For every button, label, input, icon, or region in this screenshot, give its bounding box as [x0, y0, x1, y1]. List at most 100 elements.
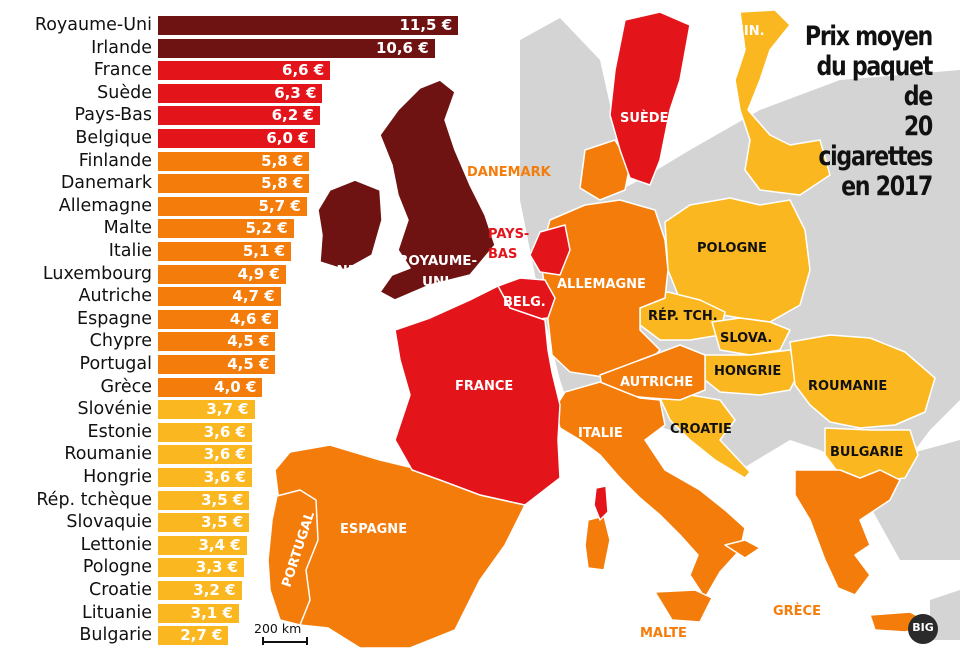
label-hongrie: HONGRIE — [714, 364, 781, 379]
label-suede: SUÈDE — [620, 110, 668, 126]
bar: 4,7 € — [158, 287, 281, 307]
bar-value-label: 4,0 € — [214, 377, 257, 396]
bar-label: Suède — [97, 82, 152, 103]
bar-label: Malte — [103, 218, 152, 239]
title-line-3: 20 cigarettes — [818, 111, 933, 172]
scale-label: 200 km — [254, 621, 302, 636]
bar-label: Espagne — [77, 308, 152, 329]
bar: 2,7 € — [158, 626, 229, 646]
bar: 5,8 € — [158, 151, 310, 171]
bar: 5,7 € — [158, 196, 307, 216]
title-line-1: Prix moyen — [804, 21, 933, 52]
bar-label: Grèce — [100, 376, 152, 397]
bar-value-label: 3,7 € — [206, 400, 249, 419]
bar: 3,1 € — [158, 603, 239, 623]
bar-value-label: 6,3 € — [274, 83, 317, 102]
bar-value-label: 5,7 € — [258, 196, 301, 215]
bar-label: Lettonie — [80, 534, 152, 555]
bar-value-label: 5,1 € — [242, 242, 286, 260]
bar-label: Royaume-Uni — [34, 15, 152, 35]
label-irlande: IRLANDE — [302, 263, 368, 279]
bar-label: France — [93, 60, 152, 81]
region-tier3 — [267, 139, 936, 649]
label-danemark: DANEMARK — [467, 165, 552, 180]
label-finlande: FIN. — [735, 24, 765, 39]
bar-label: Belgique — [75, 128, 152, 148]
bar: 4,5 € — [158, 332, 276, 352]
bar: 3,3 € — [158, 558, 245, 578]
region-sicile — [654, 589, 713, 623]
title-line-4: en 2017 — [841, 171, 933, 202]
bar-value-label: 3,6 € — [203, 468, 246, 486]
bar-value-label: 10,6 € — [375, 38, 429, 57]
bar-value-label: 3,1 € — [190, 603, 233, 622]
bar: 4,0 € — [158, 377, 263, 397]
bar-label: Slovaquie — [66, 512, 152, 533]
bar-value-label: 5,2 € — [245, 219, 288, 238]
bar: 6,0 € — [158, 129, 315, 148]
region-hongrie — [704, 349, 801, 396]
bar-value-label: 3,3 € — [195, 558, 239, 577]
region-royaume-uni — [379, 79, 496, 301]
label-royaume-uni-1: ROYAUME- — [398, 253, 477, 269]
bar-value-label: 3,5 € — [201, 513, 244, 532]
title-line-2: du paquet de — [816, 51, 933, 112]
price-bar-chart: Royaume-Uni 11,5 € Irlande 10,6 € France 6,6 … — [0, 0, 470, 665]
bar-label: Luxembourg — [42, 263, 152, 284]
bar: 3,6 € — [158, 445, 252, 465]
bar: 10,6 € — [158, 38, 435, 58]
bar-label: Bulgarie — [79, 625, 152, 646]
bar-value-label: 5,8 € — [261, 151, 304, 170]
region-sardaigne — [584, 515, 611, 571]
bar-label: Allemagne — [58, 195, 152, 216]
region-tier4 — [639, 9, 936, 483]
logo-text: BIG — [912, 621, 934, 634]
label-autriche: AUTRICHE — [620, 375, 693, 390]
bar-value-label: 2,7 € — [180, 626, 223, 645]
region-finlande-estonie — [734, 9, 831, 196]
bar-value-label: 6,2 € — [271, 106, 314, 125]
label-italie: ITALIE — [578, 426, 623, 441]
bar-label: Slovénie — [77, 399, 152, 420]
bar-label: Chypre — [89, 331, 152, 352]
bar-value-label: 4,7 € — [232, 287, 275, 306]
bar: 6,6 € — [158, 61, 331, 81]
bar: 3,6 € — [158, 468, 252, 487]
label-pays-bas-1: PAYS- — [488, 227, 529, 242]
region-bulgarie — [824, 427, 919, 483]
bar-label: Autriche — [78, 286, 152, 307]
label-slovaquie: SLOVA. — [720, 331, 772, 346]
publisher-logo: BIG — [908, 614, 938, 644]
bar-label: Lituanie — [81, 602, 152, 623]
bar: 5,1 € — [158, 242, 292, 261]
bar-label: Italie — [108, 241, 152, 261]
label-roumanie: ROUMANIE — [808, 379, 887, 394]
bar-value-label: 3,4 € — [198, 535, 241, 554]
region-italie — [554, 381, 746, 599]
bar: 5,2 € — [158, 219, 294, 239]
bar-label: Pays-Bas — [74, 105, 152, 126]
region-portugal — [267, 489, 319, 626]
region-irlande — [317, 179, 383, 271]
bar-value-label: 6,0 € — [266, 129, 309, 147]
bar-label: Irlande — [91, 37, 152, 58]
label-allemagne: ALLEMAGNE — [557, 277, 646, 292]
region-croatie — [659, 394, 751, 479]
bar: 3,5 € — [158, 513, 250, 533]
label-royaume-uni-2: UNI — [422, 274, 449, 290]
label-croatie: CROATIE — [670, 422, 732, 437]
bar-label: Estonie — [87, 421, 152, 442]
bar: 4,6 € — [158, 309, 279, 329]
scale-line — [262, 637, 308, 645]
bar-label: Rép. tchèque — [36, 489, 152, 510]
bar: 3,6 € — [158, 422, 252, 442]
bar: 3,2 € — [158, 581, 242, 600]
label-grece: GRÈCE — [773, 603, 821, 619]
bar: 3,5 € — [158, 490, 250, 510]
bar: 5,8 € — [158, 174, 310, 194]
label-belgique: BELG. — [503, 295, 546, 310]
scale-bar: 200 km — [254, 621, 314, 645]
region-corse — [593, 485, 609, 521]
label-rep-tch: RÉP. TCH. — [648, 308, 718, 324]
